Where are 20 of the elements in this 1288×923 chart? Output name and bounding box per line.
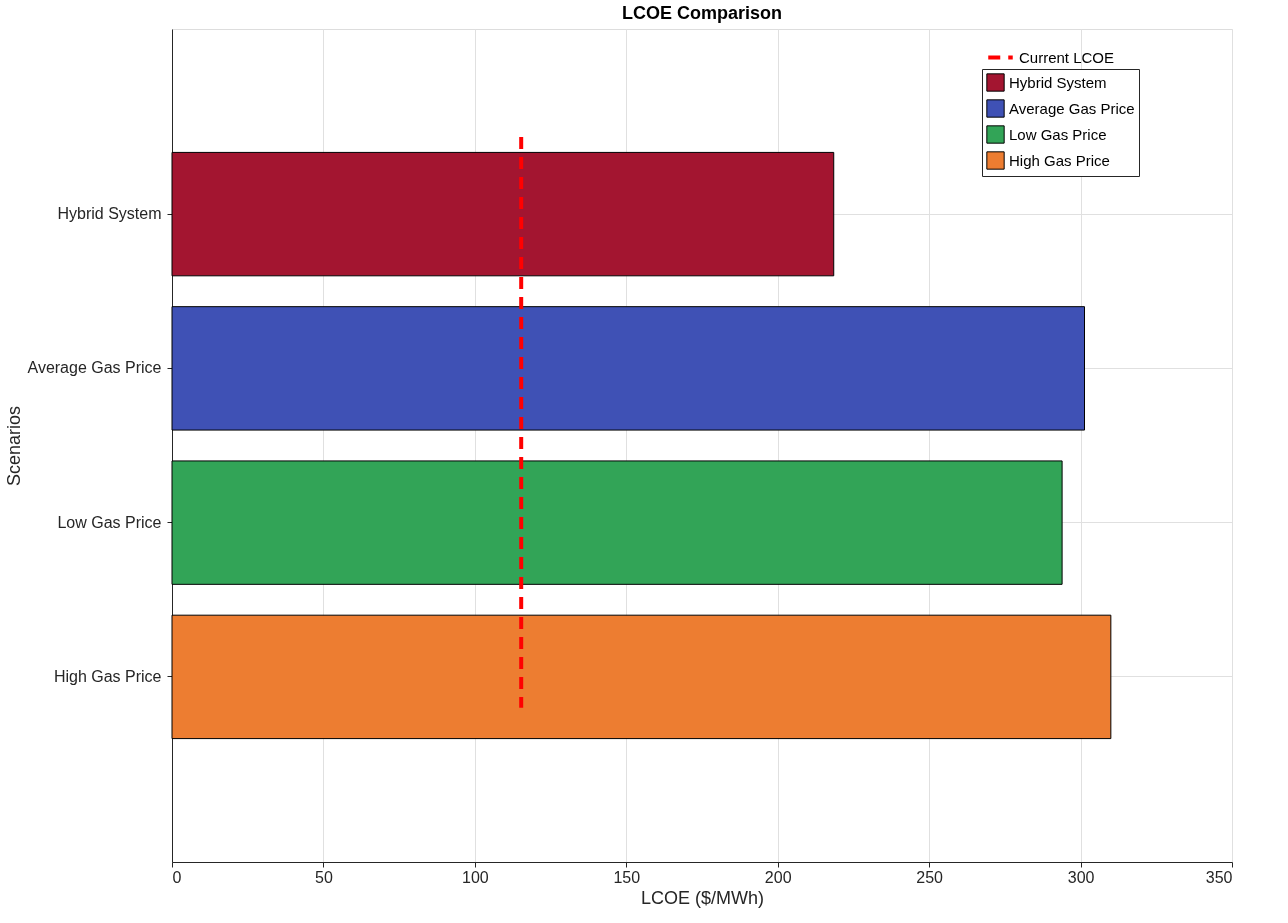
chart-title: LCOE Comparison [621, 3, 783, 23]
y-tick-label: Low Gas Price [57, 513, 162, 531]
x-tick-label: 50 [315, 868, 333, 886]
y-tick-label: High Gas Price [53, 667, 162, 685]
y-tick-label: Average Gas Price [27, 359, 162, 377]
legend-label: Low Gas Price [1009, 125, 1107, 143]
x-tick-label: 350 [1205, 868, 1233, 886]
x-tick-label: 150 [613, 868, 641, 886]
y-axis-title: Scenarios [3, 405, 24, 487]
x-tick-label: 250 [916, 868, 944, 886]
x-tick-label: 100 [462, 868, 489, 886]
legend-label: Average Gas Price [1009, 99, 1135, 117]
y-tick-label: Hybrid System [57, 205, 162, 223]
x-tick-label: 200 [764, 868, 792, 886]
x-tick-label: 0 [172, 868, 182, 886]
legend-label: Hybrid System [1009, 73, 1107, 91]
x-axis-title: LCOE ($/MWh) [640, 887, 765, 908]
legend-label: Current LCOE [1019, 48, 1115, 66]
x-tick-label: 300 [1067, 868, 1095, 886]
legend-label: High Gas Price [1009, 151, 1110, 169]
